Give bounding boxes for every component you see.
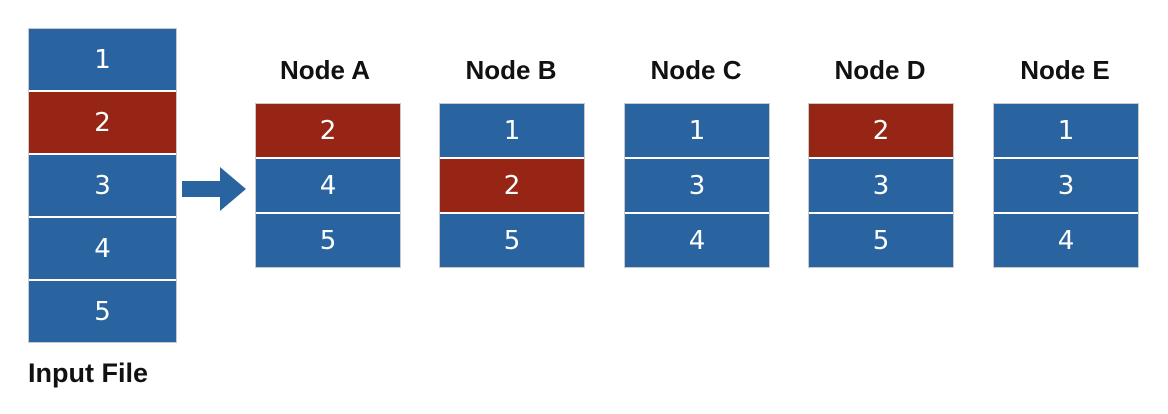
node-b-stack: 1 2 5 (439, 103, 585, 268)
input-block-5: 5 (29, 279, 176, 342)
node-d-block: 3 (809, 157, 953, 212)
node-c-block: 1 (625, 104, 769, 157)
node-e-title: Node E (1020, 55, 1110, 85)
node-d-block: 2 (809, 104, 953, 157)
node-c-stack: 1 3 4 (624, 103, 770, 268)
node-b-block: 5 (440, 212, 584, 267)
node-a-stack: 2 4 5 (255, 103, 401, 268)
node-a-block: 5 (256, 212, 400, 267)
node-d-block: 5 (809, 212, 953, 267)
node-b-title: Node B (465, 55, 557, 85)
node-e-block: 3 (994, 157, 1138, 212)
node-d-stack: 2 3 5 (808, 103, 954, 268)
input-file-label: Input File (28, 358, 148, 388)
node-b-block: 2 (440, 157, 584, 212)
node-e-block: 1 (994, 104, 1138, 157)
input-file-stack: 1 2 3 4 5 (28, 28, 177, 343)
node-a-block: 4 (256, 157, 400, 212)
node-a-title: Node A (279, 55, 371, 85)
input-block-4: 4 (29, 216, 176, 279)
node-b-block: 1 (440, 104, 584, 157)
node-c-block: 3 (625, 157, 769, 212)
node-d-title: Node D (834, 55, 926, 85)
node-c-block: 4 (625, 212, 769, 267)
input-block-2: 2 (29, 90, 176, 153)
node-e-block: 4 (994, 212, 1138, 267)
input-block-3: 3 (29, 153, 176, 216)
right-arrow-icon (182, 167, 246, 211)
input-block-1: 1 (29, 29, 176, 90)
node-e-stack: 1 3 4 (993, 103, 1139, 268)
node-a-block: 2 (256, 104, 400, 157)
node-c-title: Node C (650, 55, 742, 85)
